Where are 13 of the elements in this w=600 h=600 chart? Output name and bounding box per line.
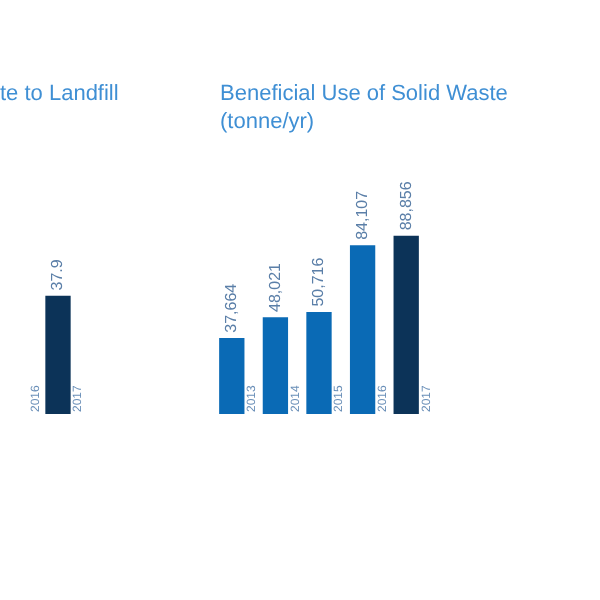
data-label: 50,716 (309, 256, 328, 307)
data-label: 48,021 (265, 261, 284, 312)
bar (219, 338, 245, 414)
bar (306, 311, 332, 414)
data-label: 37.9 (48, 258, 67, 291)
data-label: 84,107 (353, 189, 372, 240)
chart-title: te to Landfill (0, 80, 121, 108)
data-label: 37,664 (222, 282, 241, 333)
bar (262, 317, 289, 414)
bar (349, 245, 376, 414)
data-label: 88,856 (396, 180, 415, 231)
bar (393, 235, 419, 414)
chart-title: Beneficial Use of Solid Waste (tonne/yr) (220, 80, 510, 136)
